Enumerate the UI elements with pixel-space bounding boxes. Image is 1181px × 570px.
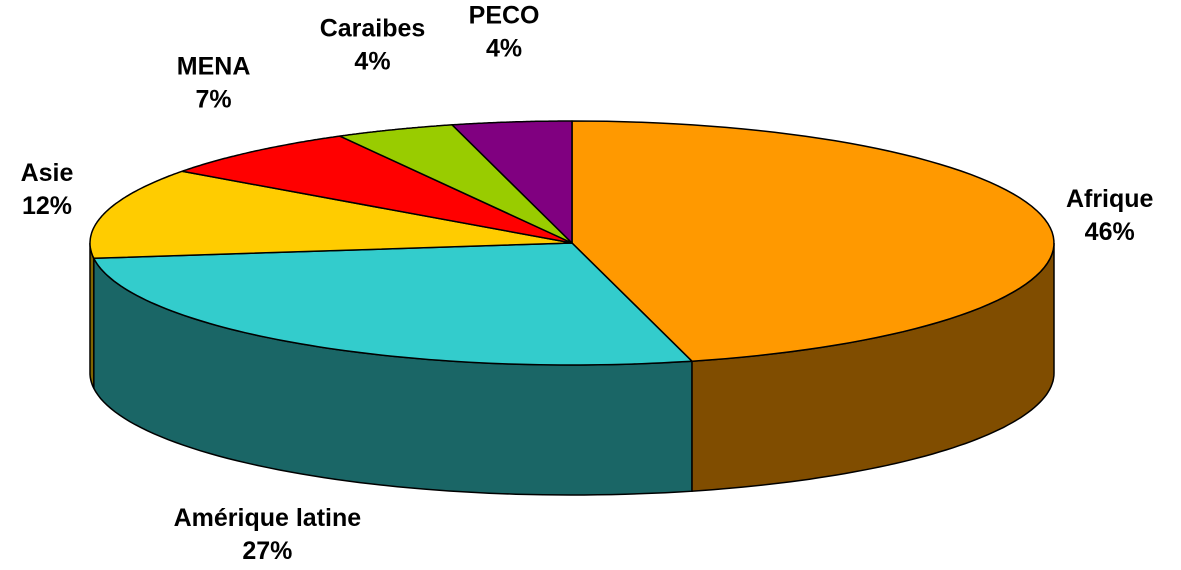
slice xyxy=(181,135,573,244)
slice xyxy=(571,120,1055,362)
slice-value-label: 4% xyxy=(354,48,390,76)
slice-label: Caraibes xyxy=(320,15,426,43)
slice-label: MENA xyxy=(177,53,251,81)
slice xyxy=(339,124,573,244)
slice xyxy=(89,170,573,260)
slice-value-label: 7% xyxy=(196,86,232,114)
slice-label: Asie xyxy=(21,159,74,187)
slice xyxy=(451,120,573,244)
slice xyxy=(93,242,693,366)
slice-value-label: 4% xyxy=(486,34,522,62)
slice-value-label: 12% xyxy=(22,192,72,220)
slice-label: PECO xyxy=(469,1,540,29)
slice-label: Afrique xyxy=(1066,185,1154,213)
slice-side xyxy=(89,243,95,389)
slice-value-label: 27% xyxy=(242,537,292,565)
slice-label: Amérique latine xyxy=(174,504,362,532)
slice-value-label: 46% xyxy=(1085,218,1135,246)
